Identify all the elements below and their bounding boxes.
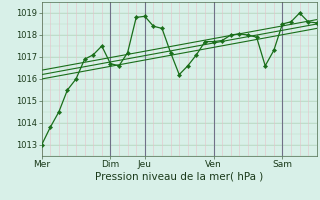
X-axis label: Pression niveau de la mer( hPa ): Pression niveau de la mer( hPa ) (95, 172, 263, 182)
